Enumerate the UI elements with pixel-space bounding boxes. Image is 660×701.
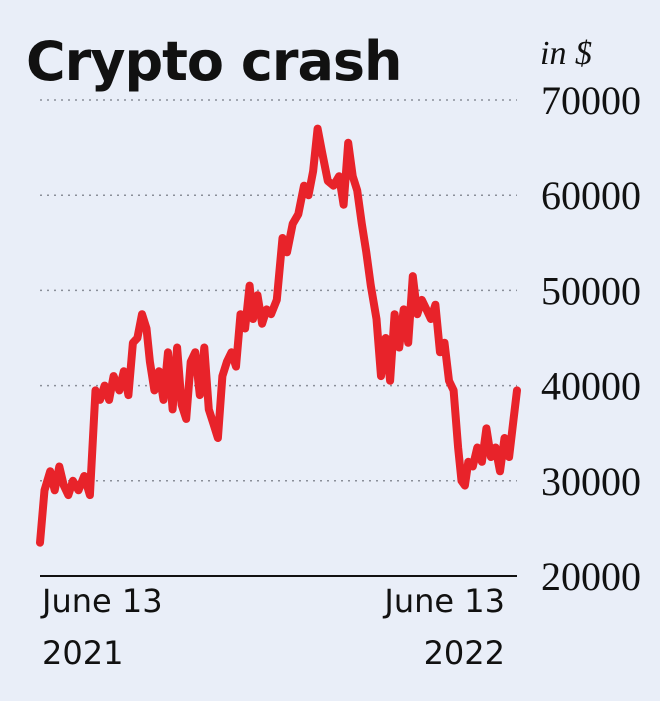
x-axis-ticks: June 13 2021 June 13 2022 [40, 582, 505, 672]
x-tick-label: June 13 [40, 582, 163, 620]
y-tick-label: 30000 [541, 459, 641, 504]
y-tick-label: 70000 [541, 78, 641, 123]
x-tick-label: June 13 [382, 582, 505, 620]
series-layer [36, 124, 521, 547]
y-tick-label: 20000 [541, 554, 641, 599]
y-tick-label: 50000 [541, 268, 641, 313]
chart-title: Crypto crash [26, 30, 402, 93]
y-tick-label: 60000 [541, 173, 641, 218]
y-tick-label: 40000 [541, 364, 641, 409]
y-axis-ticks: 70000 60000 50000 40000 30000 20000 [541, 78, 641, 599]
unit-label: in $ [540, 35, 592, 72]
x-tick-year: 2022 [424, 634, 505, 672]
x-tick-year: 2021 [42, 634, 123, 672]
series-line [36, 124, 521, 547]
